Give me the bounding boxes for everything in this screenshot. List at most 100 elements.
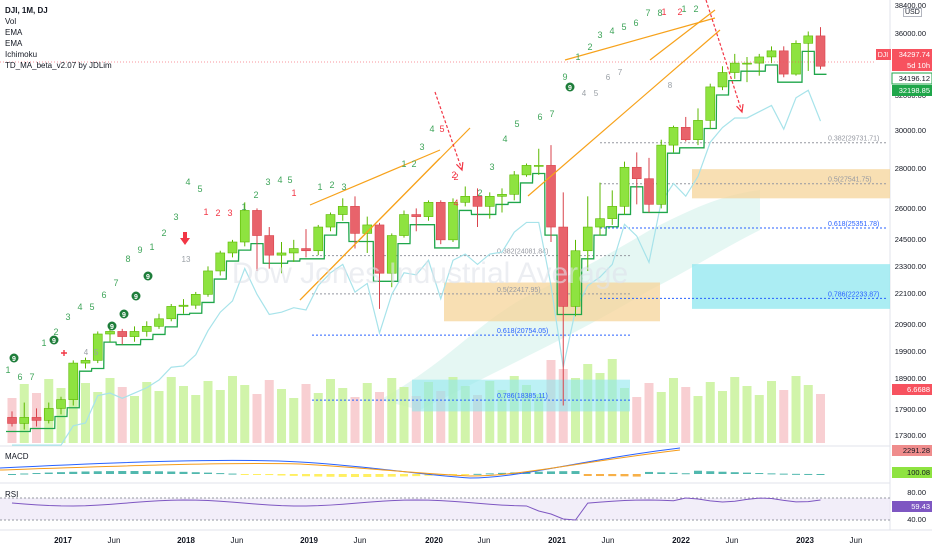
td-count-up: 3 — [65, 312, 70, 322]
currency-label[interactable]: USD — [903, 8, 922, 17]
time-tick: Jun — [231, 536, 244, 545]
candle-body — [570, 250, 581, 307]
td-count-up: 4 — [185, 177, 190, 187]
volume-bar — [68, 397, 78, 443]
candle-body — [497, 194, 507, 197]
macd-label[interactable]: MACD — [5, 452, 29, 461]
macd-histogram-bar — [44, 472, 53, 474]
indicator-ema-1[interactable]: EMA — [5, 28, 23, 37]
indicator-ema-2[interactable]: EMA — [5, 39, 23, 48]
candle-body — [607, 206, 618, 219]
td-count-up: 3 — [173, 212, 178, 222]
td-nine-marker-label: 9 — [52, 338, 56, 345]
macd-histogram-bar — [534, 471, 543, 474]
td-count-setup: 5 — [94, 348, 99, 357]
macd-histogram-bar — [130, 471, 139, 474]
macd-histogram-bar — [93, 471, 102, 474]
candle-body — [803, 35, 814, 44]
candle-body — [386, 235, 397, 274]
volume-bar — [681, 387, 691, 443]
macd-histogram-bar — [118, 471, 127, 474]
macd-value-badge — [892, 445, 932, 456]
fib-zone-cyan-1 — [692, 264, 890, 309]
fib-label: 0.786(22233.87) — [828, 291, 879, 298]
candle-body — [595, 218, 605, 228]
time-tick: 2022 — [672, 536, 690, 545]
price-tick: 36000.00 — [895, 29, 926, 38]
td-count-up: 3 — [265, 177, 270, 187]
td-count-up: 1 — [401, 159, 406, 169]
time-tick: 2020 — [425, 536, 443, 545]
macd-histogram-bar — [583, 474, 592, 477]
price-badge-label: 32198.85 — [899, 86, 930, 95]
candle-body — [154, 318, 164, 327]
candle-body — [350, 206, 360, 234]
candle-body — [448, 202, 458, 241]
cross-marker — [61, 350, 67, 356]
td-count-up: 6 — [537, 112, 542, 122]
price-tick: 20900.00 — [895, 320, 926, 329]
macd-histogram-bar — [681, 473, 690, 475]
macd-histogram-bar — [216, 473, 225, 475]
macd-histogram-bar — [363, 474, 372, 477]
fib-label: 0.5(27541.75) — [828, 177, 872, 184]
macd-histogram-bar — [277, 474, 286, 476]
fib-zone-cyan-2 — [412, 379, 630, 412]
volume-bar — [313, 393, 323, 443]
candle-body — [313, 226, 324, 252]
volume-bar — [142, 382, 152, 443]
volume-bar — [375, 392, 384, 443]
rsi-label[interactable]: RSI — [5, 490, 19, 499]
rsi-value: 59.43 — [911, 502, 930, 511]
macd-histogram-bar — [302, 474, 310, 477]
macd-histogram-bar — [743, 472, 751, 474]
td-count-down: 4 — [453, 198, 458, 208]
indicator-td-ma[interactable]: TD_MA_beta_v2.07 by JDLim — [5, 61, 112, 70]
volume-bar — [228, 376, 237, 443]
price-badge — [892, 60, 932, 71]
td-nine-marker — [565, 82, 575, 92]
candle-body — [509, 174, 520, 195]
macd-histogram-bar — [326, 474, 335, 477]
volume-bar — [105, 378, 115, 443]
trend-wedge-line — [309, 149, 441, 206]
candle-body — [791, 43, 801, 75]
macd-histogram-bar — [779, 473, 788, 475]
td-count-down: 5 — [439, 124, 444, 134]
price-badge — [892, 384, 932, 395]
volume-bar — [93, 392, 103, 443]
td-count-setup: 8 — [668, 81, 673, 90]
indicator-ichimoku[interactable]: Ichimoku — [5, 50, 38, 59]
td-count-down: 2 — [453, 172, 458, 182]
volume-bar — [277, 389, 286, 443]
macd-histogram-bar — [400, 474, 408, 477]
forecast-arrow-2022-head — [736, 103, 744, 114]
price-tick: 19900.00 — [895, 347, 926, 356]
macd-histogram-bar — [253, 474, 261, 475]
td-count-up: 8 — [657, 8, 662, 18]
td-count-up: 3 — [489, 162, 494, 172]
macd-histogram-bar — [204, 472, 212, 474]
candle-body — [693, 120, 703, 141]
price-tick: 28000.00 — [895, 164, 926, 173]
td-count-down: 2 — [215, 208, 220, 218]
candle-body — [117, 331, 128, 337]
candle-body — [546, 165, 556, 228]
volume-bar — [620, 388, 629, 443]
macd-histogram-bar — [706, 471, 715, 474]
price-badge — [892, 49, 932, 60]
td-count-up: 2 — [253, 190, 258, 200]
td-count-down: 2 — [677, 7, 682, 17]
candle-body — [423, 202, 434, 217]
candle-body — [43, 408, 54, 421]
candle-body — [766, 50, 777, 58]
macd-histogram-bar — [694, 470, 702, 474]
symbol-title[interactable]: DJI, 1M, DJ — [5, 6, 48, 15]
price-tick: 17300.00 — [895, 431, 926, 440]
macd-histogram-bar — [669, 472, 678, 474]
td-count-up: 4 — [609, 26, 614, 36]
indicator-vol[interactable]: Vol — [5, 17, 17, 26]
fib-label: 0.786(18385.11) — [497, 393, 548, 400]
candle-body — [742, 62, 752, 65]
